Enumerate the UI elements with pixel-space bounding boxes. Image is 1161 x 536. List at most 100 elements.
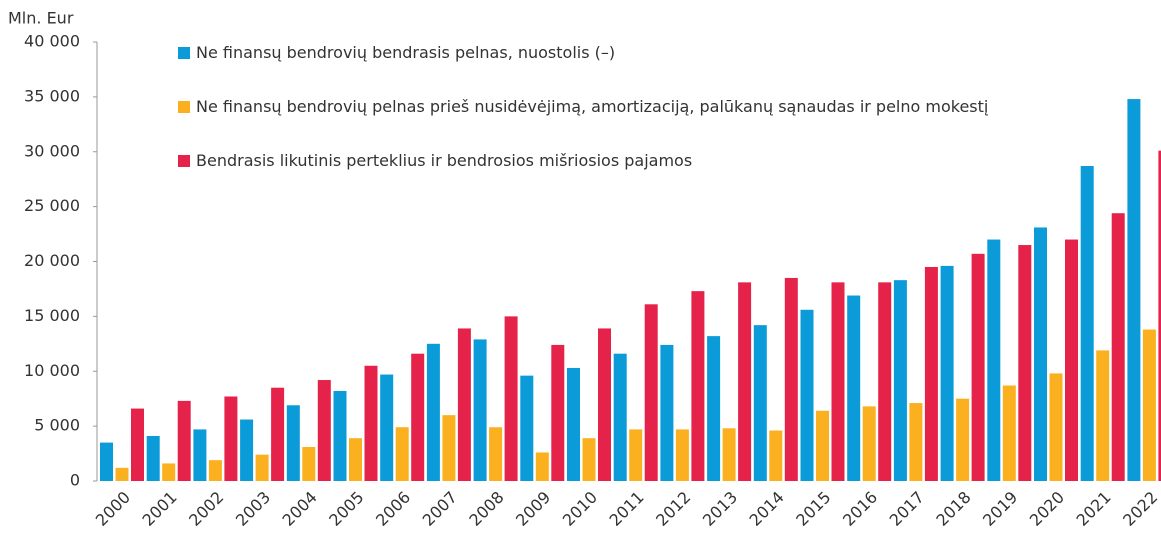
bar: [707, 336, 721, 481]
bar: [1002, 385, 1016, 481]
bar: [1158, 150, 1161, 481]
bar: [333, 391, 347, 481]
bar: [131, 408, 144, 481]
bar: [629, 429, 643, 481]
x-tick-label: 2012: [652, 488, 694, 530]
bar: [567, 367, 580, 481]
bar: [520, 375, 534, 481]
bar: [613, 353, 627, 481]
x-tick-label: 2009: [512, 488, 554, 530]
x-tick-label: 2015: [792, 488, 834, 530]
y-tick-label: 15 000: [24, 306, 80, 325]
bar: [177, 400, 191, 481]
x-tick-label: 2005: [325, 488, 367, 530]
x-tick-label: 2008: [465, 488, 507, 530]
bar: [1080, 166, 1094, 481]
bar: [753, 325, 767, 481]
bar: [784, 277, 798, 481]
x-tick-label: 2001: [138, 488, 180, 530]
y-tick-label: 10 000: [24, 361, 80, 380]
bar: [535, 452, 549, 481]
bar: [893, 280, 907, 481]
bar: [193, 429, 207, 481]
x-tick-label: 2014: [746, 488, 788, 530]
bar: [1034, 227, 1047, 481]
legend-item: Ne finansų bendrovių pelnas prieš nusidė…: [178, 96, 1076, 118]
y-tick-label: 0: [70, 471, 80, 490]
bar: [504, 316, 518, 481]
x-tick-label: 2003: [232, 488, 274, 530]
bar: [738, 282, 752, 481]
x-tick-label: 2011: [605, 488, 647, 530]
bar: [769, 430, 783, 481]
bar: [115, 467, 129, 481]
bar: [987, 239, 1001, 481]
x-tick-label: 2013: [699, 488, 741, 530]
bar: [644, 304, 658, 481]
bar: [831, 282, 845, 481]
bar: [1018, 245, 1032, 481]
bar: [489, 427, 503, 481]
bar: [442, 415, 456, 481]
x-tick-label: 2016: [839, 488, 881, 530]
bar: [691, 291, 705, 481]
bar: [847, 295, 861, 481]
bar: [722, 428, 736, 481]
bar: [800, 309, 814, 481]
bar: [349, 438, 362, 481]
x-tick-label: 2020: [1026, 488, 1068, 530]
legend-item: Bendrasis likutinis perteklius ir bendro…: [178, 150, 1076, 172]
bar: [395, 427, 409, 481]
bar: [878, 282, 892, 481]
x-tick-label: 2000: [92, 488, 134, 530]
legend-label: Bendrasis likutinis perteklius ir bendro…: [196, 151, 693, 170]
legend-label: Ne finansų bendrovių pelnas prieš nusidė…: [196, 97, 989, 116]
bar: [317, 380, 331, 481]
bar: [1065, 239, 1078, 481]
x-tick-label: 2017: [886, 488, 928, 530]
y-tick-label: 30 000: [24, 141, 80, 160]
bar: [971, 253, 985, 481]
y-tick-label: 20 000: [24, 251, 80, 270]
bar: [302, 446, 316, 481]
bar: [924, 266, 938, 481]
bar: [675, 429, 689, 481]
x-tick-label: 2018: [932, 488, 974, 530]
x-tick-label: 2004: [279, 488, 321, 530]
bar: [224, 396, 238, 481]
y-tick-label: 5 000: [34, 416, 80, 435]
bar: [816, 410, 829, 481]
bar: [162, 463, 176, 481]
bar: [1127, 99, 1141, 481]
bar: [598, 328, 611, 481]
bar: [1049, 373, 1063, 481]
bar: [240, 419, 254, 481]
y-axis-label: Mln. Eur: [8, 9, 74, 28]
bar: [862, 406, 876, 481]
bar: [660, 344, 674, 481]
bar: [582, 438, 596, 481]
bar: [208, 460, 222, 481]
bar: [956, 398, 970, 481]
bar: [457, 328, 471, 481]
bar: [426, 343, 440, 481]
bar: [411, 353, 425, 481]
y-tick-label: 35 000: [24, 86, 80, 105]
x-tick-label: 2007: [419, 488, 461, 530]
bar: [364, 365, 378, 481]
bar: [100, 442, 113, 481]
bar: [1096, 350, 1110, 481]
bar: [909, 403, 923, 481]
bar: [255, 454, 269, 481]
legend-swatch: [178, 47, 190, 59]
x-tick-label: 2006: [372, 488, 414, 530]
bar: [271, 387, 285, 481]
bar: [380, 374, 394, 481]
y-tick-label: 40 000: [24, 32, 80, 51]
bar: [551, 344, 565, 481]
bar: [940, 265, 954, 481]
legend-item: Ne finansų bendrovių bendrasis pelnas, n…: [178, 42, 1076, 64]
x-tick-label: 2022: [1119, 488, 1161, 530]
